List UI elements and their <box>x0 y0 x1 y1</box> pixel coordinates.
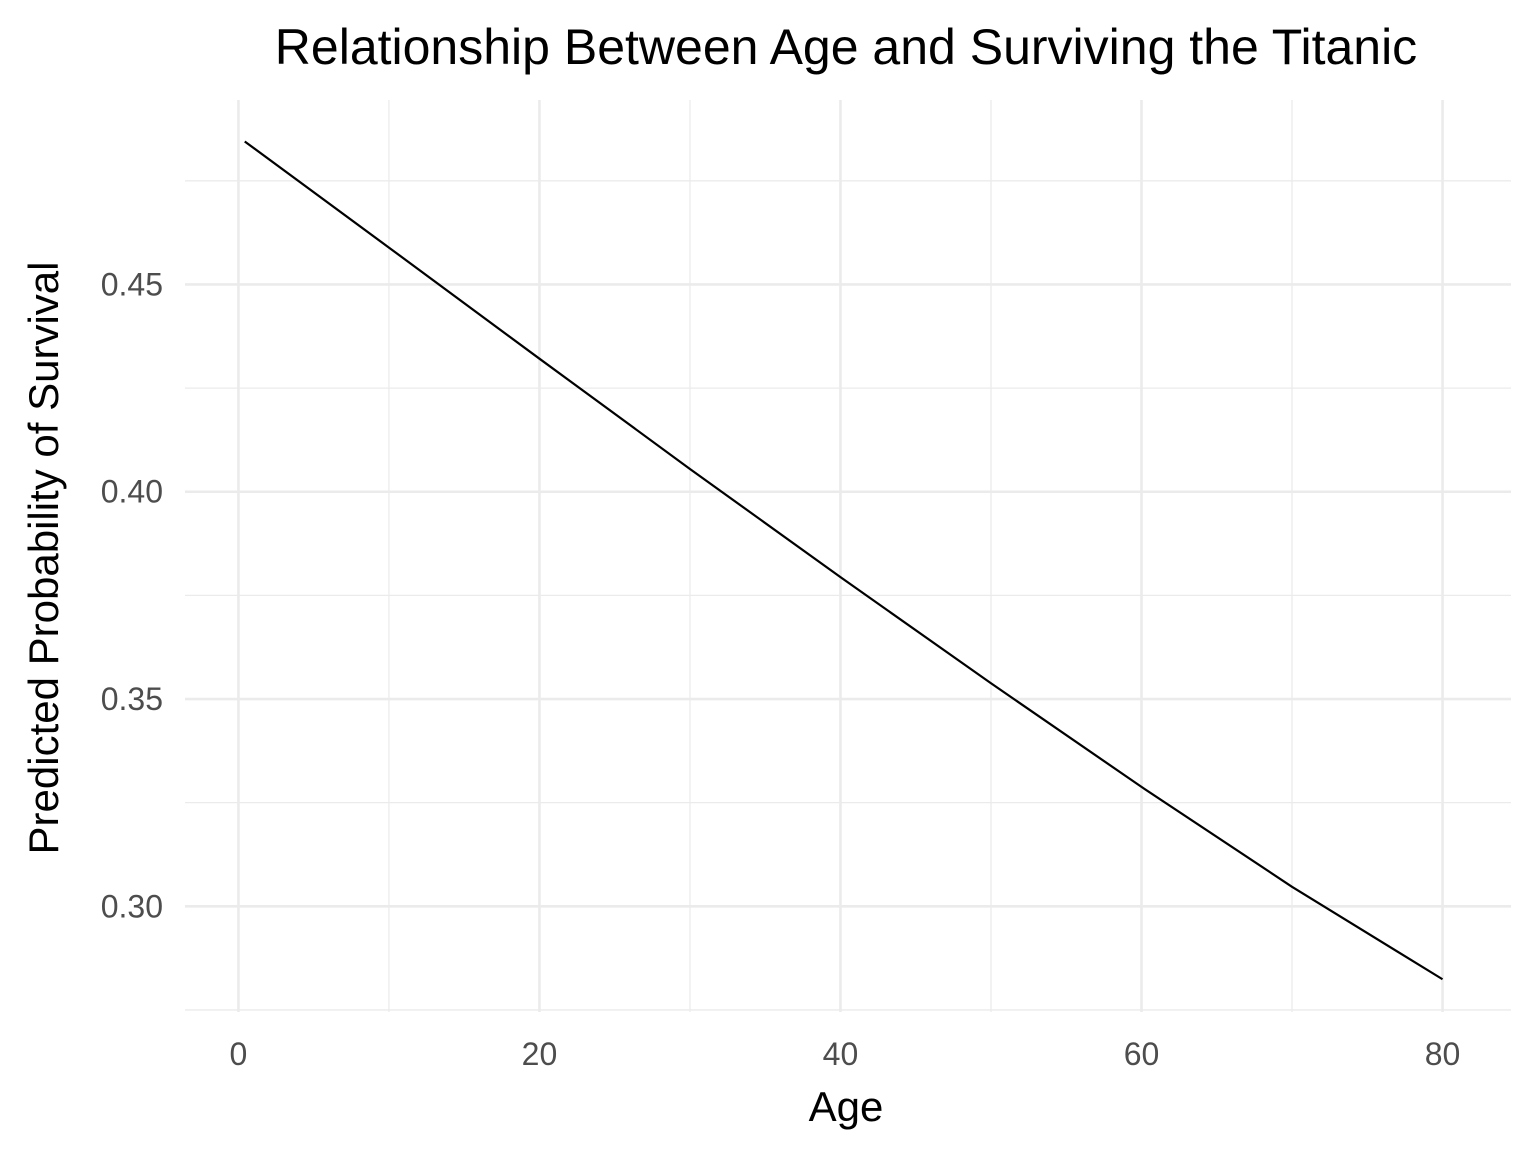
x-tick-label: 40 <box>823 1036 859 1072</box>
y-axis-tick-labels: 0.30 0.35 0.40 0.45 <box>101 266 163 924</box>
chart-title: Relationship Between Age and Surviving t… <box>275 19 1417 75</box>
y-tick-label: 0.35 <box>101 681 163 717</box>
x-axis-title: Age <box>809 1083 884 1130</box>
y-axis-title: Predicted Probability of Survival <box>20 262 67 855</box>
series-line <box>244 140 1444 981</box>
x-tick-label: 0 <box>230 1036 248 1072</box>
y-tick-label: 0.45 <box>101 266 163 302</box>
x-axis-tick-labels: 0 20 40 60 80 <box>230 1036 1461 1072</box>
grid-lines <box>185 100 1511 1012</box>
x-tick-label: 80 <box>1425 1036 1461 1072</box>
x-tick-label: 20 <box>522 1036 558 1072</box>
y-tick-label: 0.40 <box>101 474 163 510</box>
y-tick-label: 0.30 <box>101 888 163 924</box>
series-layer <box>244 140 1444 981</box>
x-tick-label: 60 <box>1124 1036 1160 1072</box>
